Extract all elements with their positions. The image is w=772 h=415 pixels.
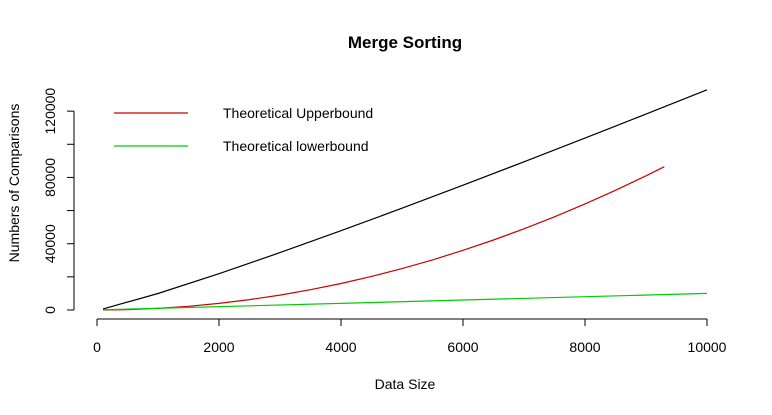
x-axis-label: Data Size (375, 376, 436, 392)
y-tick-label: 80000 (42, 158, 58, 197)
x-tick-label: 6000 (447, 339, 478, 355)
legend: Theoretical Upperbound Theoretical lowerb… (114, 105, 373, 154)
y-tick-label: 0 (42, 306, 58, 314)
x-tick-label: 0 (93, 339, 101, 355)
x-tick-label: 8000 (569, 339, 600, 355)
legend-label: Theoretical Upperbound (223, 105, 373, 121)
series-line-0 (103, 166, 665, 311)
series-line-2 (102, 89, 708, 310)
chart-title: Merge Sorting (348, 33, 462, 52)
y-axis: 0 40000 80000 120000 (42, 88, 75, 314)
x-axis: 0 2000 4000 6000 8000 10000 (93, 318, 727, 355)
x-tick-label: 4000 (325, 339, 356, 355)
x-tick-label: 2000 (203, 339, 234, 355)
y-tick-label: 40000 (42, 224, 58, 263)
x-tick-label: 10000 (688, 339, 727, 355)
y-axis-label: Numbers of Comparisons (6, 104, 22, 263)
series-line-1 (103, 292, 708, 311)
series-layer (102, 89, 708, 311)
y-tick-label: 120000 (42, 88, 58, 135)
legend-label: Theoretical lowerbound (223, 138, 369, 154)
